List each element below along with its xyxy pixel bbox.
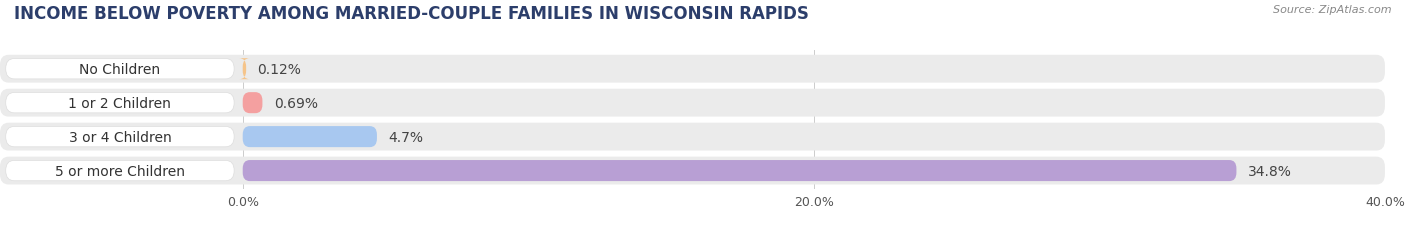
FancyBboxPatch shape — [6, 127, 235, 147]
FancyBboxPatch shape — [0, 55, 1385, 83]
FancyBboxPatch shape — [243, 127, 377, 148]
FancyBboxPatch shape — [6, 161, 235, 181]
Text: 0.12%: 0.12% — [257, 62, 301, 76]
FancyBboxPatch shape — [6, 59, 235, 79]
Text: 0.69%: 0.69% — [274, 96, 318, 110]
FancyBboxPatch shape — [243, 160, 1236, 181]
Text: 4.7%: 4.7% — [388, 130, 423, 144]
FancyBboxPatch shape — [239, 59, 250, 80]
Text: Source: ZipAtlas.com: Source: ZipAtlas.com — [1274, 5, 1392, 15]
Text: No Children: No Children — [79, 62, 160, 76]
FancyBboxPatch shape — [0, 157, 1385, 185]
FancyBboxPatch shape — [243, 93, 263, 114]
FancyBboxPatch shape — [6, 93, 235, 113]
Text: INCOME BELOW POVERTY AMONG MARRIED-COUPLE FAMILIES IN WISCONSIN RAPIDS: INCOME BELOW POVERTY AMONG MARRIED-COUPL… — [14, 5, 808, 23]
Text: 1 or 2 Children: 1 or 2 Children — [69, 96, 172, 110]
Text: 3 or 4 Children: 3 or 4 Children — [69, 130, 172, 144]
FancyBboxPatch shape — [0, 89, 1385, 117]
Text: 5 or more Children: 5 or more Children — [55, 164, 186, 178]
Text: 34.8%: 34.8% — [1249, 164, 1292, 178]
FancyBboxPatch shape — [0, 123, 1385, 151]
